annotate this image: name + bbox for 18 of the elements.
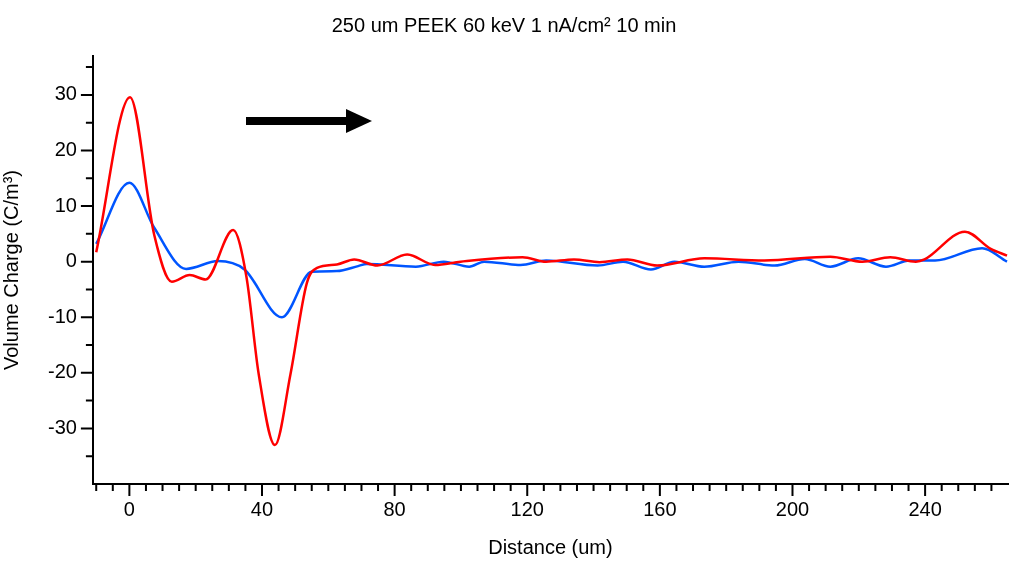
chart-title: 250 um PEEK 60 keV 1 nA/cm² 10 min [331,13,677,36]
x-tick-label: 0 [123,497,135,520]
y-tick-label: -20 [48,360,77,383]
y-tick-label: -30 [48,415,77,438]
y-tick-label: 0 [65,249,77,272]
y-tick-label: 10 [54,193,77,216]
x-tick-label: 240 [908,497,942,520]
x-tick-label: 200 [775,497,810,520]
x-tick-label: 40 [250,497,274,520]
y-tick-label: -10 [48,304,77,327]
y-tick-label: 30 [54,82,77,105]
x-tick-label: 160 [643,497,677,520]
x-tick-label: 120 [510,497,544,520]
line-series [94,95,1008,447]
y-axis-title: Volume Charge (C/m³) [0,169,22,371]
x-axis-title: Distance (um) [488,535,613,558]
x-tick-label: 80 [383,497,406,520]
y-tick-label: 20 [54,138,77,161]
